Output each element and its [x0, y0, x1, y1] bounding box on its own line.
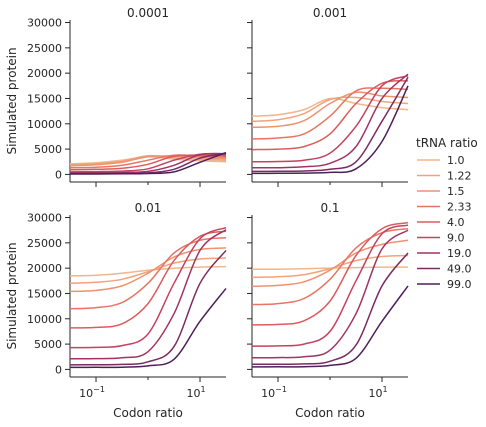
- x-axis-label: Codon ratio: [113, 406, 183, 420]
- panel-title: 0.001: [313, 6, 347, 20]
- x-tick-label: 10−1: [261, 385, 287, 400]
- series-line-1.22: [251, 96, 409, 123]
- y-tick-label: 0: [55, 363, 62, 376]
- panel-0.01: 0.01 0 5000 10000 15000 20000 25000 30000 10−1 10…: [27, 201, 227, 400]
- legend-label: 49.0: [447, 263, 472, 276]
- series-line-19.0: [69, 229, 227, 360]
- panel-0.0001: 0.0001 0 5000 10000 15000 20000 25000 30000: [27, 6, 227, 187]
- series-line-1.22: [251, 254, 409, 279]
- legend: tRNA ratio 1.0 1.22 1.5 2.33 4.0 9.0 19.0 49.0 99…: [416, 136, 478, 291]
- series-line-19.0: [69, 152, 227, 174]
- y-axis-label: Simulated protein: [5, 242, 19, 349]
- series-line-9.0: [251, 224, 409, 347]
- series-line-1.0: [69, 265, 227, 277]
- series-line-19.0: [251, 229, 409, 359]
- x-tick-label: 101: [186, 385, 205, 400]
- series-line-49.0: [69, 249, 227, 366]
- series-line-99.0: [69, 287, 227, 369]
- series-line-9.0: [251, 74, 409, 163]
- series-line-19.0: [251, 73, 409, 169]
- x-tick-label: 101: [368, 385, 387, 400]
- y-tick-label: 20000: [27, 262, 62, 275]
- legend-label: 4.0: [447, 216, 465, 229]
- series-line-99.0: [251, 285, 409, 368]
- legend-label: 1.5: [447, 185, 465, 198]
- panel-title: 0.1: [320, 201, 339, 215]
- y-axis-label: Simulated protein: [5, 47, 19, 154]
- series-line-49.0: [251, 252, 409, 366]
- y-tick-label: 25000: [27, 42, 62, 55]
- legend-label: 1.22: [447, 170, 472, 183]
- legend-label: 19.0: [447, 247, 472, 260]
- series-line-4.0: [251, 221, 409, 326]
- x-axis-label: Codon ratio: [295, 406, 365, 420]
- y-tick-label: 5000: [34, 143, 62, 156]
- panel-0.001: 0.001: [247, 6, 409, 187]
- series-line-2.33: [69, 237, 227, 310]
- y-tick-label: 30000: [27, 212, 62, 225]
- series-line-4.0: [251, 80, 409, 151]
- legend-label: 2.33: [447, 201, 472, 214]
- legend-label: 99.0: [447, 278, 472, 291]
- legend-label: 9.0: [447, 232, 465, 245]
- series-line-1.22: [69, 257, 227, 285]
- series-line-99.0: [70, 151, 227, 175]
- y-tick-label: 5000: [34, 338, 62, 351]
- series-line-2.33: [69, 154, 227, 169]
- series-line-1.0: [251, 97, 409, 117]
- series-line-49.0: [251, 76, 409, 173]
- series-line-9.0: [69, 226, 227, 349]
- legend-label: 1.0: [447, 154, 465, 167]
- series-line-2.33: [251, 87, 409, 140]
- y-tick-label: 0: [55, 168, 62, 181]
- y-tick-label: 10000: [27, 313, 62, 326]
- x-tick-label: 10−1: [79, 385, 105, 400]
- y-tick-label: 10000: [27, 118, 62, 131]
- y-tick-label: 15000: [27, 92, 62, 105]
- panel-title: 0.01: [135, 201, 162, 215]
- panel-title: 0.0001: [127, 6, 169, 20]
- series-line-4.0: [69, 230, 227, 329]
- series-line-1.5: [251, 239, 409, 288]
- y-tick-label: 20000: [27, 67, 62, 80]
- series-line-99.0: [251, 85, 409, 175]
- y-tick-label: 15000: [27, 287, 62, 300]
- panel-0.1: 0.1 10−1 101: [247, 201, 409, 400]
- series-line-1.5: [251, 91, 409, 129]
- y-tick-label: 25000: [27, 237, 62, 250]
- legend-title: tRNA ratio: [416, 136, 478, 150]
- series-line-1.22: [69, 154, 227, 166]
- y-tick-label: 30000: [27, 17, 62, 30]
